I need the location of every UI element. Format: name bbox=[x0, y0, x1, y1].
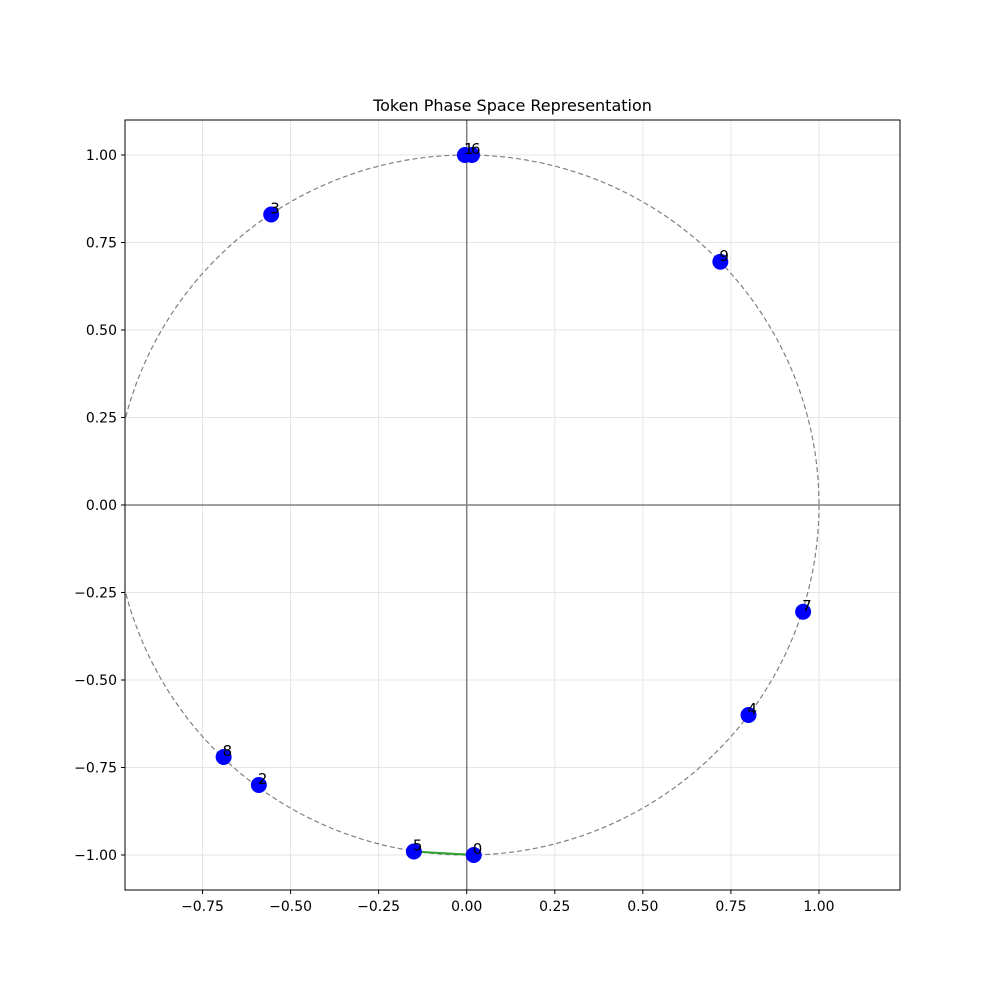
x-tick-label: 0.75 bbox=[715, 899, 746, 915]
point-label-5: 5 bbox=[413, 837, 423, 855]
plot-area: 0 16 2 3 4 5 7 8 9 bbox=[125, 120, 900, 890]
point-label-8: 8 bbox=[223, 742, 233, 760]
x-tick-label: 1.00 bbox=[803, 899, 834, 915]
point-label-3: 3 bbox=[270, 200, 280, 218]
point-label-6: 6 bbox=[471, 140, 481, 158]
x-tick-label: 0.50 bbox=[627, 899, 658, 915]
point-5 bbox=[405, 843, 422, 860]
y-tick-label: −0.75 bbox=[74, 761, 117, 777]
connection-line bbox=[413, 850, 474, 856]
y-tick-label: −0.50 bbox=[74, 673, 117, 689]
y-tick-label: 0.25 bbox=[86, 411, 117, 427]
x-tick-label: 0.00 bbox=[451, 899, 482, 915]
plot-frame bbox=[124, 119, 901, 891]
point-8 bbox=[215, 749, 232, 765]
point-6 bbox=[463, 147, 480, 163]
point-label-2: 2 bbox=[258, 770, 268, 788]
y-tick-label: 1.00 bbox=[86, 148, 117, 164]
tick-labels: −0.75 −0.50 −0.25 0.00 0.25 0.50 0.75 1.00 1.00 0… bbox=[74, 148, 834, 915]
y-tick-label: 0.75 bbox=[86, 236, 117, 252]
point-0 bbox=[465, 847, 482, 863]
x-tick-label: −0.50 bbox=[269, 899, 312, 915]
point-label-0: 0 bbox=[473, 840, 483, 858]
point-4 bbox=[740, 707, 757, 723]
chart-title: Token Phase Space Representation bbox=[372, 96, 652, 115]
point-label-4: 4 bbox=[748, 700, 758, 718]
point-label-9: 9 bbox=[719, 247, 729, 265]
x-tick-label: 0.25 bbox=[539, 899, 570, 915]
x-tick-label: −0.25 bbox=[357, 899, 400, 915]
point-7 bbox=[795, 603, 812, 620]
point-2 bbox=[250, 777, 267, 793]
y-tick-label: 0.00 bbox=[86, 498, 117, 514]
point-label-1: 1 bbox=[464, 140, 474, 158]
x-tick-label: −0.75 bbox=[181, 899, 224, 915]
unit-circle bbox=[125, 154, 820, 856]
point-label-7: 7 bbox=[802, 597, 812, 615]
y-tick-label: −1.00 bbox=[74, 848, 117, 864]
point-9 bbox=[712, 253, 729, 270]
y-tick-label: 0.50 bbox=[86, 323, 117, 339]
y-tick-label: −0.25 bbox=[74, 586, 117, 602]
point-3 bbox=[263, 206, 280, 223]
